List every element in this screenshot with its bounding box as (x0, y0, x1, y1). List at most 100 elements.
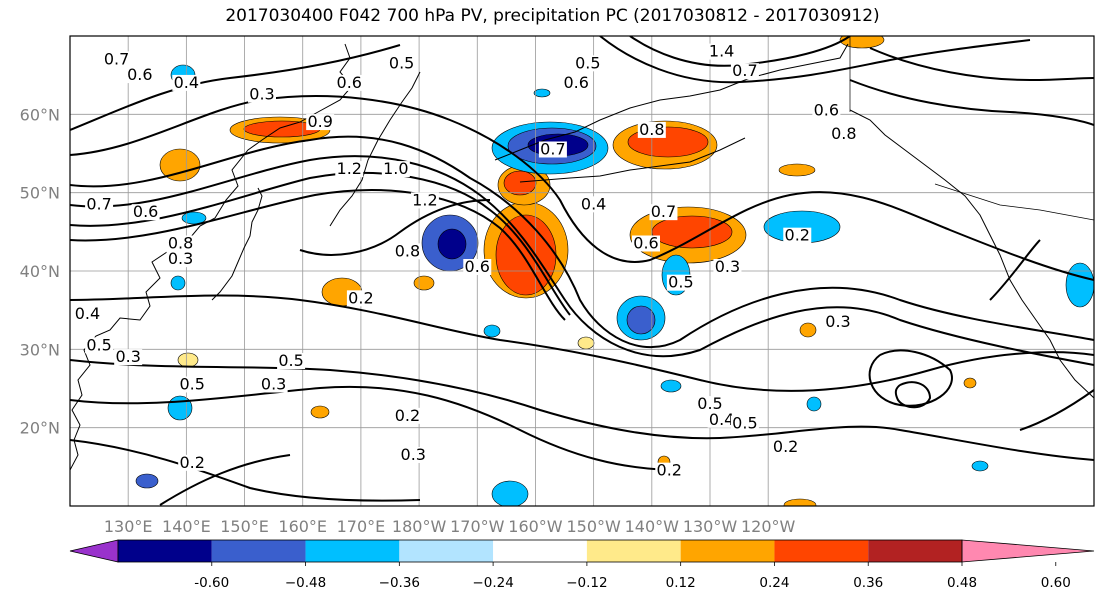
contour-label: 0.2 (773, 437, 798, 456)
contour-label: 0.6 (814, 100, 839, 119)
shade-positive (799, 322, 817, 338)
contour-label: 0.5 (278, 351, 303, 370)
pv-contour (894, 381, 932, 409)
lon-tick-label: 160°W (508, 517, 563, 536)
lon-tick-label: 150°E (220, 517, 269, 536)
coastline-kamchatka (329, 71, 421, 227)
contour-label: 0.6 (133, 202, 158, 221)
lat-tick-label: 40°N (20, 262, 60, 281)
pv-contour (1019, 389, 1094, 431)
pv-contours (70, 36, 1094, 506)
coastlines (70, 36, 1094, 471)
pv-contour (299, 199, 491, 256)
border-canada-us (934, 183, 1094, 221)
shade-negative (626, 305, 656, 335)
lon-tick-label: 140°E (162, 517, 211, 536)
shade-positive (503, 170, 537, 196)
colorbar-segment (868, 540, 962, 562)
plot-frame (69, 35, 1095, 507)
contour-label: 0.3 (168, 249, 193, 268)
contour-label: 0.3 (115, 347, 140, 366)
contour-label: 1.2 (337, 159, 362, 178)
contour-label: 0.4 (581, 194, 606, 213)
contour-label: 0.7 (86, 194, 111, 213)
contour-label-bg (346, 290, 375, 307)
coastline-alaska (494, 43, 849, 161)
pv-contour (849, 79, 1094, 126)
contour-label-bg (335, 74, 364, 91)
lat-tick-label: 50°N (20, 184, 60, 203)
contour-label: 0.4 (75, 304, 100, 323)
contour-label-bg (178, 376, 207, 393)
shade-positive (159, 148, 201, 182)
shade-positive (310, 405, 330, 419)
shade-negative (491, 480, 529, 506)
shade-negative (135, 473, 159, 489)
colorbar-tick-label: −0.36 (379, 575, 420, 591)
pv-contour (70, 359, 1094, 461)
contour-label-bg (824, 313, 852, 330)
contour-label-bg (812, 102, 841, 119)
contour-label-bg (85, 196, 114, 213)
shade-positive (413, 275, 435, 291)
shade-negative (483, 324, 501, 338)
contour-label-bg (579, 196, 608, 213)
shade-positive (963, 377, 977, 389)
shade-positive (495, 214, 557, 296)
pv-contour (70, 44, 401, 131)
contour-label-bg (730, 63, 759, 80)
contour-label: 0.3 (825, 312, 850, 331)
shade-positive (577, 336, 595, 350)
colorbar-segment (399, 540, 494, 562)
contour-label-bg (102, 51, 131, 68)
colorbar: -0.60 −0.48 −0.36 −0.24 −0.12 0.12 0.24 0.36 0.4… (69, 539, 1095, 591)
lon-tick-label: 130°W (683, 517, 738, 536)
contour-label-bg (632, 235, 660, 252)
contour-label-bg (713, 259, 742, 275)
colorbar-segment (680, 540, 775, 562)
contour-label-bg (178, 454, 207, 471)
page-title: 2017030400 F042 700 hPa PV, precipitatio… (225, 6, 880, 26)
contour-label-bg (655, 462, 684, 479)
pv-contour (70, 135, 1094, 349)
contour-label-bg (259, 376, 288, 393)
contour-label: 0.3 (261, 375, 286, 394)
contour-label: 0.4 (174, 73, 199, 92)
pv-contour (70, 439, 421, 502)
contour-labels: 0.70.6 0.40.30.50.60.91.2 1.01.20.80.20.60… (73, 42, 858, 480)
lat-tick-label: 30°N (20, 340, 60, 359)
colorbar-tick-label: 0.24 (759, 575, 789, 591)
contour-label: 0.7 (104, 49, 129, 68)
colorbar-segment (493, 540, 587, 562)
latitude-axis: 20°N 30°N 40°N 50°N 60°N (20, 105, 60, 437)
gridlines (70, 36, 1094, 506)
shade-positive (839, 36, 885, 49)
coastline-america (849, 109, 1094, 399)
colorbar-frame (117, 539, 963, 563)
contour-label: 0.7 (540, 140, 565, 159)
contour-label-bg (562, 74, 591, 91)
lon-tick-label: 170°W (450, 517, 505, 536)
contour-label: 0.7 (651, 202, 676, 221)
shade-positive (778, 163, 816, 177)
colorbar-tick-label: −0.48 (285, 575, 326, 591)
pv-contour (70, 294, 1094, 392)
contour-label-bg (85, 337, 114, 354)
colorbar-tick-label: 0.36 (853, 575, 883, 591)
contour-label: 0.2 (395, 406, 420, 425)
contour-label-bg (771, 439, 800, 456)
contour-label: 1.2 (412, 190, 437, 209)
colorbar-tick-label: −0.12 (566, 575, 607, 591)
colorbar-tick-label: 0.12 (666, 575, 696, 591)
contour-label: 0.7 (732, 61, 757, 80)
contour-label-bg (335, 161, 364, 178)
contour-label-bg (131, 204, 160, 221)
shade-negative (806, 396, 822, 412)
shade-positive (177, 352, 199, 368)
contour-label-bg (172, 74, 201, 91)
contour-label-bg (707, 43, 736, 60)
shade-negative (533, 88, 551, 98)
lon-tick-label: 130°E (104, 517, 153, 536)
contour-label-bg (538, 141, 567, 158)
colorbar-segment (211, 540, 306, 562)
